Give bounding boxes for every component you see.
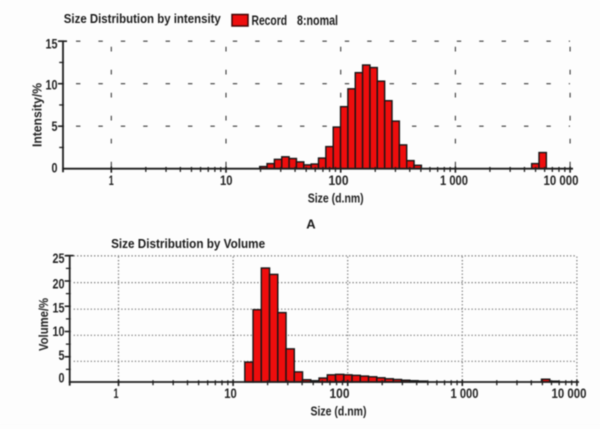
svg-text:Record: Record [252, 13, 288, 28]
svg-text:15: 15 [46, 36, 58, 52]
svg-text:Size Distribution by intensity: Size Distribution by intensity [64, 12, 221, 26]
svg-text:10: 10 [53, 323, 65, 339]
svg-text:0: 0 [59, 370, 65, 386]
svg-text:1: 1 [114, 385, 119, 401]
svg-text:10 000: 10 000 [552, 385, 587, 401]
svg-text:Size (d.nm): Size (d.nm) [311, 404, 367, 419]
svg-text:15: 15 [53, 300, 65, 316]
svg-text:Volume/%: Volume/% [37, 298, 51, 351]
svg-text:0: 0 [52, 159, 58, 175]
svg-text:25: 25 [53, 250, 65, 266]
svg-text:100: 100 [330, 385, 350, 401]
svg-text:Size Distribution by Volume: Size Distribution by Volume [111, 237, 265, 251]
svg-text:10: 10 [46, 77, 58, 93]
svg-text:10 000: 10 000 [544, 172, 579, 188]
svg-text:Intensity/%: Intensity/% [31, 83, 45, 147]
svg-text:8:nomal: 8:nomal [297, 13, 338, 28]
svg-text:1 000: 1 000 [440, 172, 468, 188]
svg-text:A: A [306, 217, 316, 232]
svg-text:1: 1 [109, 172, 114, 188]
svg-text:5: 5 [59, 347, 65, 363]
svg-text:10: 10 [220, 172, 233, 188]
svg-text:Size (d.nm): Size (d.nm) [308, 191, 364, 206]
svg-text:10: 10 [224, 385, 237, 401]
svg-text:5: 5 [52, 118, 58, 134]
svg-text:100: 100 [329, 172, 349, 188]
svg-text:20: 20 [53, 276, 65, 292]
svg-text:1 000: 1 000 [451, 385, 479, 401]
